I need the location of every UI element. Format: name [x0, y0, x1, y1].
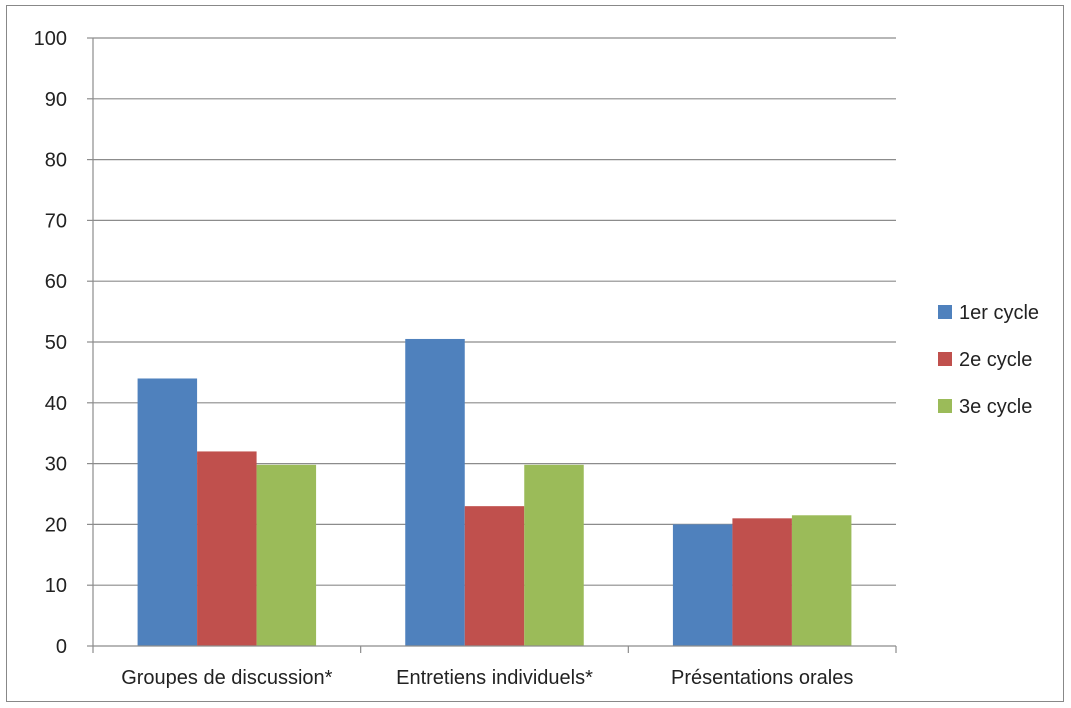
legend-label: 1er cycle: [959, 302, 1039, 324]
legend-label: 2e cycle: [959, 349, 1032, 371]
bar: [464, 506, 525, 646]
y-tick-label: 60: [45, 271, 67, 293]
bars: [137, 338, 852, 646]
legend-label: 3e cycle: [959, 396, 1032, 418]
y-tick-label: 80: [45, 150, 67, 172]
legend-swatch: [938, 352, 952, 366]
bar: [791, 515, 852, 646]
y-tick-label: 30: [45, 454, 67, 476]
legend: 1er cycle 2e cycle 3e cycle: [938, 302, 1039, 418]
x-tick-label: Présentations orales: [671, 667, 853, 689]
bar: [256, 464, 317, 646]
y-tick-label: 100: [34, 28, 67, 50]
x-tick-label: Entretiens individuels*: [396, 667, 593, 689]
legend-swatch: [938, 399, 952, 413]
y-tick-label: 40: [45, 393, 67, 415]
y-tick-label: 50: [45, 332, 67, 354]
x-tick-label: Groupes de discussion*: [121, 667, 332, 689]
bar: [732, 518, 792, 646]
bar: [197, 451, 257, 646]
bar: [137, 378, 198, 646]
bar: [672, 524, 733, 646]
legend-swatch: [938, 305, 952, 319]
y-tick-label: 70: [45, 210, 67, 232]
y-tick-label: 90: [45, 89, 67, 111]
y-axis-ticks: 0 10 20 30 40 50 60 70 80 90 100: [34, 28, 93, 658]
y-tick-label: 20: [45, 514, 67, 536]
y-tick-label: 10: [45, 575, 67, 597]
y-tick-label: 0: [56, 636, 67, 658]
x-axis-ticks: Groupes de discussion* Entretiens individ…: [92, 646, 897, 689]
bar: [524, 464, 584, 646]
bar: [405, 338, 465, 646]
